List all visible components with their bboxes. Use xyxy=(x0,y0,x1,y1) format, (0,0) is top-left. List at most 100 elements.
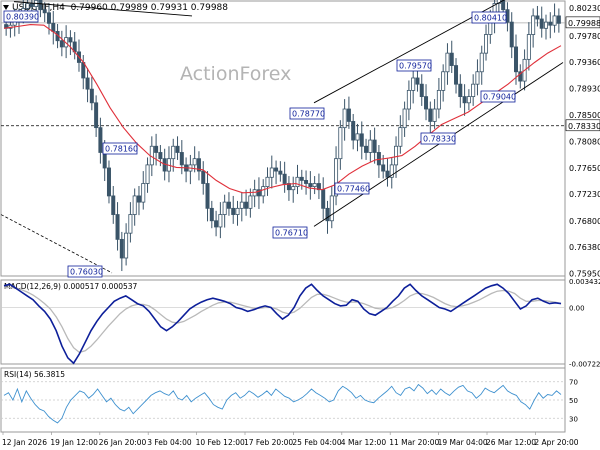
candle-body xyxy=(445,52,450,73)
candle-body xyxy=(291,186,296,191)
swing-label: 0.80410 xyxy=(474,14,507,23)
swing-label-box xyxy=(67,265,103,278)
price-tick-label: 0.78500 xyxy=(569,111,600,120)
swing-label: 0.76030 xyxy=(70,268,103,277)
candle-body xyxy=(406,89,411,110)
watermark-text: ActionForex xyxy=(180,63,291,85)
candle-body xyxy=(419,83,424,97)
time-tick-label: 19 Mar 04:00 xyxy=(438,438,488,447)
swing-label: 0.76710 xyxy=(275,229,308,238)
candle-body xyxy=(89,88,94,104)
candle-body xyxy=(46,12,51,24)
candle-body xyxy=(282,173,287,184)
candle-body xyxy=(235,207,240,215)
candle-body xyxy=(556,15,561,24)
falling-dashed-trend-line xyxy=(0,214,113,274)
candle-body xyxy=(432,108,437,122)
candle-body xyxy=(124,232,129,259)
dropdown-triangle-icon[interactable] xyxy=(3,5,9,10)
time-tick-label: 11 Mar 20:00 xyxy=(389,438,439,447)
candle-body xyxy=(132,195,137,215)
candle-body xyxy=(466,96,471,104)
current-price-tag: 0.79988 xyxy=(568,19,600,28)
candle-body xyxy=(334,158,339,197)
candle-body xyxy=(471,83,476,97)
price-tick-label: 0.76380 xyxy=(569,243,600,252)
candle-body xyxy=(381,164,386,172)
candle-body xyxy=(436,89,441,110)
swing-label-box xyxy=(3,10,39,23)
candle-body xyxy=(364,145,369,153)
candle-body xyxy=(548,21,553,26)
price-tick-label: 0.76800 xyxy=(569,217,600,226)
current-price-tag-box xyxy=(565,16,600,29)
candle-body xyxy=(411,77,416,91)
swing-label: 0.78160 xyxy=(105,145,138,154)
candle-body xyxy=(218,214,223,228)
candle-body xyxy=(256,189,261,197)
price-tick-label: 0.79780 xyxy=(569,32,600,41)
swing-label-box xyxy=(289,107,325,120)
candle-body xyxy=(119,238,124,259)
candle-body xyxy=(355,133,360,141)
swing-label-box xyxy=(480,90,516,103)
resistance-trend-line xyxy=(13,1,193,17)
candle-body xyxy=(398,127,403,147)
candle-body xyxy=(308,183,313,188)
time-tick-label: 25 Feb 04:00 xyxy=(292,438,341,447)
candle-body xyxy=(514,46,519,73)
macd-signal-line xyxy=(3,286,562,354)
candle-body xyxy=(192,158,197,166)
candle-body xyxy=(222,201,227,215)
rsi-tick-label: 70 xyxy=(569,379,578,387)
candle-body xyxy=(496,0,501,4)
price-tick-label: 0.77230 xyxy=(569,190,600,199)
candle-body xyxy=(145,164,150,184)
swing-label-box xyxy=(471,11,507,24)
candle-body xyxy=(141,183,146,203)
candle-body xyxy=(68,37,73,43)
candle-body xyxy=(205,183,210,209)
candle-body xyxy=(338,127,343,160)
candle-body xyxy=(479,52,484,73)
candle-body xyxy=(526,34,531,60)
macd-tick-label: 0.00 xyxy=(569,304,585,312)
candle-body xyxy=(462,96,467,104)
macd-title: MACD(12,26,9) 0.000517 0.000537 xyxy=(4,282,138,291)
candle-body xyxy=(342,108,347,129)
candle-body xyxy=(94,102,99,129)
candle-body xyxy=(552,15,557,26)
rsi-tick-label: 50 xyxy=(569,397,578,405)
swing-label: 0.78330 xyxy=(423,135,456,144)
candle-body xyxy=(531,15,536,35)
time-tick-label: 12 Jan 2026 xyxy=(2,438,47,447)
candle-body xyxy=(458,83,463,97)
candle-body xyxy=(158,152,163,160)
swing-label: 0.77460 xyxy=(337,185,370,194)
candle-body xyxy=(115,214,120,240)
candle-body xyxy=(501,0,506,11)
candle-body xyxy=(389,164,394,178)
candle-body xyxy=(248,195,253,209)
candle-body xyxy=(231,207,236,215)
swing-label: 0.78770 xyxy=(292,110,325,119)
candle-body xyxy=(351,121,356,141)
price-tick-label: 0.80230 xyxy=(569,4,600,13)
candle-body xyxy=(261,186,266,197)
macd-line xyxy=(3,283,562,365)
rsi-tick-label: 30 xyxy=(569,415,578,423)
ema-line xyxy=(3,24,562,194)
time-tick-label: 3 Feb 04:00 xyxy=(147,438,192,447)
candle-body xyxy=(372,139,377,153)
swing-label-box xyxy=(102,142,138,155)
candle-body xyxy=(128,214,133,234)
candle-body xyxy=(25,3,30,9)
candle-body xyxy=(544,21,549,29)
time-tick-label: 4 Mar 12:00 xyxy=(341,438,387,447)
candle-body xyxy=(385,170,390,178)
candle-body xyxy=(201,170,206,184)
candle-body xyxy=(209,207,214,222)
candle-body xyxy=(346,108,351,122)
candle-body xyxy=(329,195,334,222)
